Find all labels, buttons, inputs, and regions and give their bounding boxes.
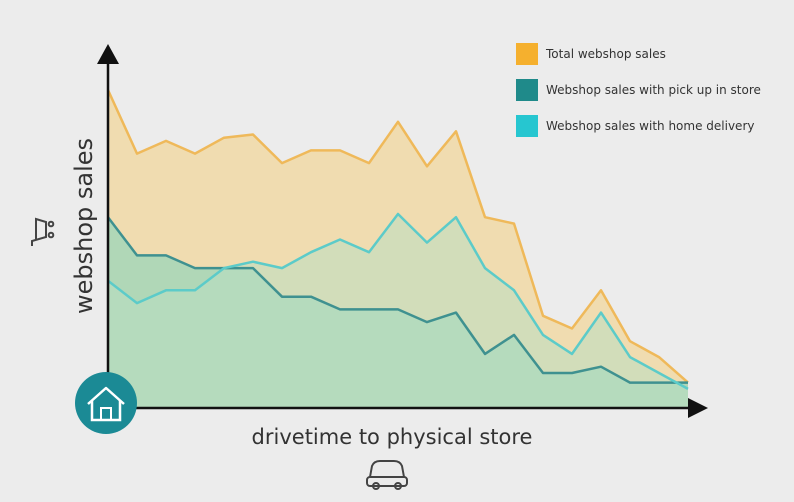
house-icon <box>75 372 137 434</box>
legend-label-total: Total webshop sales <box>546 47 666 61</box>
line-delivery <box>107 212 689 390</box>
legend-item-total: Total webshop sales <box>516 42 761 66</box>
line-pickup <box>107 216 688 384</box>
legend-item-pickup: Webshop sales with pick up in store <box>516 78 761 102</box>
x-axis-label: drivetime to physical store <box>252 425 533 449</box>
shopping-cart-icon <box>31 217 55 246</box>
line-total <box>106 89 689 384</box>
chart-lines <box>106 89 689 390</box>
x-axis-arrow <box>688 398 708 418</box>
legend: Total webshop sales Webshop sales with p… <box>516 42 761 150</box>
legend-label-pickup: Webshop sales with pick up in store <box>546 83 761 97</box>
legend-item-delivery: Webshop sales with home delivery <box>516 114 761 138</box>
legend-swatch-delivery <box>516 115 538 137</box>
legend-swatch-pickup <box>516 79 538 101</box>
y-axis-label: webshop sales <box>70 138 98 314</box>
car-icon <box>366 460 408 490</box>
legend-swatch-total <box>516 43 538 65</box>
y-axis-arrow <box>97 44 119 64</box>
legend-label-delivery: Webshop sales with home delivery <box>546 119 755 133</box>
